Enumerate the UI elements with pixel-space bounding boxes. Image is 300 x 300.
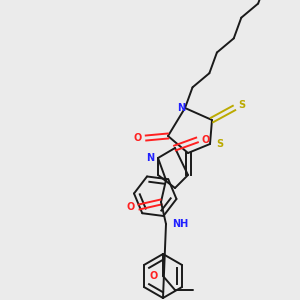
Text: N: N [177, 103, 185, 113]
Text: S: S [238, 100, 245, 110]
Text: O: O [127, 202, 135, 212]
Text: NH: NH [172, 219, 188, 229]
Text: N: N [146, 153, 154, 163]
Text: O: O [134, 133, 142, 143]
Text: O: O [201, 135, 209, 145]
Text: O: O [150, 271, 158, 281]
Text: S: S [216, 139, 223, 149]
